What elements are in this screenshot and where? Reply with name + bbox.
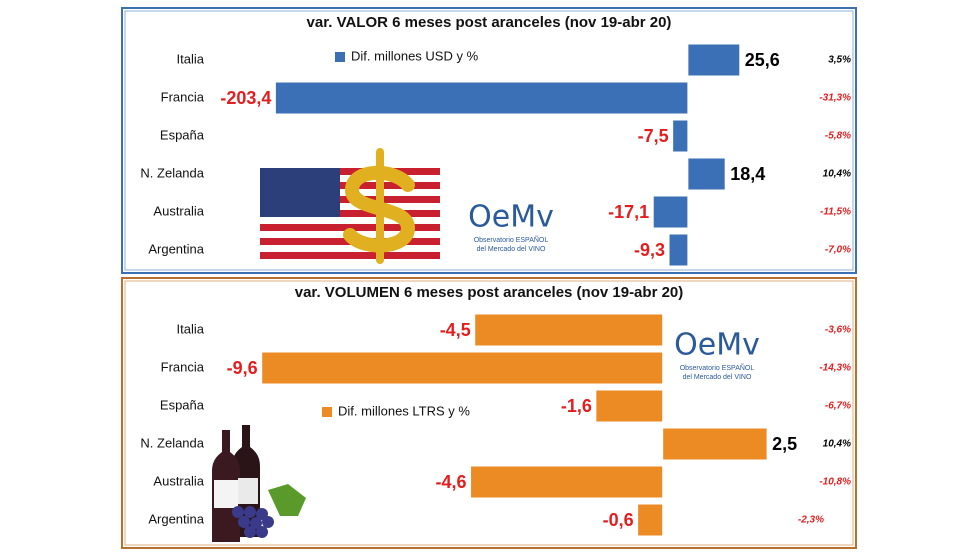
- value-label: -203,4: [220, 88, 271, 108]
- logo-subtitle: Observatorio ESPAÑOL: [474, 235, 549, 244]
- percent-label: -3,6%: [825, 325, 851, 336]
- percent-label: -11,5%: [820, 207, 851, 218]
- bar: [668, 233, 689, 267]
- category-label: España: [160, 127, 205, 142]
- value-label: -4,5: [440, 320, 471, 340]
- category-label: Italia: [177, 51, 205, 66]
- bar: [261, 351, 664, 385]
- bar: [595, 389, 664, 423]
- category-label: N. Zelanda: [140, 165, 204, 180]
- bar: [687, 43, 741, 77]
- value-label: -9,6: [227, 358, 258, 378]
- value-label: -4,6: [436, 472, 467, 492]
- logo-subtitle: del Mercado del VINO: [683, 374, 752, 381]
- category-label: Argentina: [148, 241, 204, 256]
- bar: [662, 427, 768, 461]
- category-label: Francia: [161, 89, 205, 104]
- value-label: -7,5: [638, 126, 669, 146]
- legend-label: Dif. millones LTRS y %: [338, 403, 470, 418]
- bar: [687, 157, 726, 191]
- logo-subtitle: del Mercado del VINO: [477, 246, 546, 253]
- category-label: España: [160, 397, 205, 412]
- value-label: -17,1: [608, 202, 649, 222]
- category-label: Italia: [177, 321, 205, 336]
- panel-frame-inner: [124, 280, 854, 546]
- percent-label: -14,3%: [819, 363, 851, 374]
- percent-label: -7,0%: [825, 245, 851, 256]
- value-label: -9,3: [634, 240, 665, 260]
- logo-mark: OeMv: [468, 200, 554, 235]
- bar: [274, 81, 689, 115]
- category-label: Australia: [153, 473, 204, 488]
- value-label: 25,6: [745, 50, 780, 70]
- logo-mark: OeMv: [674, 328, 760, 363]
- wine-bottles: [212, 425, 306, 542]
- logo-subtitle: Observatorio ESPAÑOL: [680, 363, 755, 372]
- bar: [652, 195, 689, 229]
- percent-label: -6,7%: [825, 401, 851, 412]
- legend-label: Dif. millones USD y %: [351, 48, 479, 63]
- bar: [470, 465, 664, 499]
- panel-frame-inner: [124, 10, 854, 271]
- value-label: 2,5: [772, 434, 797, 454]
- category-label: Australia: [153, 203, 204, 218]
- bar: [637, 503, 664, 537]
- percent-label: -31,3%: [819, 93, 851, 104]
- percent-label: 3,5%: [828, 55, 851, 66]
- percent-label: -5,8%: [825, 131, 851, 142]
- chart-title: var. VOLUMEN 6 meses post aranceles (nov…: [295, 284, 684, 301]
- dollar-sign: [343, 148, 416, 264]
- legend-swatch: [322, 407, 332, 417]
- category-label: N. Zelanda: [140, 435, 204, 450]
- legend-swatch: [335, 52, 345, 62]
- bar: [672, 119, 689, 153]
- value-label: 18,4: [730, 164, 765, 184]
- bar: [474, 313, 664, 347]
- category-label: Francia: [161, 359, 205, 374]
- value-label: -0,6: [603, 510, 634, 530]
- percent-label: -2,3%: [798, 515, 824, 526]
- percent-label: 10,4%: [823, 169, 851, 180]
- category-label: Argentina: [148, 511, 204, 526]
- percent-label: -10,8%: [819, 477, 851, 488]
- value-label: -1,6: [561, 396, 592, 416]
- chart-title: var. VALOR 6 meses post aranceles (nov 1…: [307, 14, 672, 31]
- percent-label: 10,4%: [823, 439, 851, 450]
